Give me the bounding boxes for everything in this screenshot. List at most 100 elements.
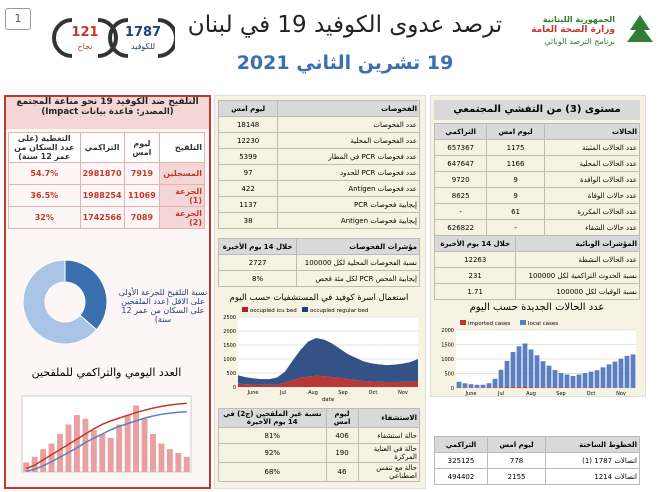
table: الفحوصات ليوم امس عدد الفحوصات 18148 عدد الف… [217, 100, 420, 229]
row: نسبة الحدوث التراكمية لكل 100000 231 [433, 267, 640, 284]
cell: 2981870 [79, 162, 125, 185]
legend-label: occupied icu bed [250, 308, 297, 314]
hotlines-table: الخطوط الساخنة ليوم امس التراكمي اتصالات 17… [434, 436, 640, 485]
chart-title: استعمال اسرة كوفيد في المستشفيات حسب الي… [229, 293, 409, 303]
row: عدد الحالات المثبتة 1175 657367 [433, 139, 641, 156]
column-header: نسبة غير الملقحين (ج2) في 14 يوم الأخيرة [218, 408, 327, 428]
page-number: 1 [5, 8, 31, 30]
cell: عدد الحالات المثبتة [543, 139, 641, 156]
plot-area [21, 395, 192, 473]
title: ترصد عدوى الكوفيد 19 في لبنان [187, 12, 503, 38]
x-tick-label: Oct [587, 391, 596, 397]
column-header: خلال 14 يوم الأخيرة [433, 235, 517, 252]
bar [504, 360, 510, 387]
y-tick-label: 0 [233, 385, 236, 391]
cell: 46 [325, 462, 359, 482]
bar [510, 352, 516, 387]
bar [492, 387, 498, 388]
column-header: الخطوط الساخنة [545, 436, 640, 453]
bar [141, 418, 148, 472]
cell: 61 [486, 203, 545, 220]
cell: إيجابية فحوصات Antigen [277, 212, 420, 229]
column-header: مؤشرات الفحوصات [296, 238, 420, 255]
cell: إيجابية فحوصات PCR [277, 196, 420, 213]
bar [516, 386, 522, 388]
row: حالة مع تنفس اصطناعي 46 68% [218, 462, 420, 482]
cell: 7919 [123, 162, 161, 185]
cell: 657367 [433, 139, 488, 156]
indicators-table: المؤشرات الوبائية خلال 14 يوم الأخيرة عدد … [433, 235, 640, 300]
badge-arc [97, 18, 118, 58]
date: 19 تشرين الثاني 2021 [236, 52, 454, 74]
x-tick-label: Jul [497, 391, 504, 397]
row: عدد الحالات النشطة 12263 [433, 251, 640, 268]
column-header: التراكمي [433, 123, 488, 140]
cell: 231 [433, 267, 517, 284]
column-header: ليوم امس [123, 132, 161, 163]
bar [99, 434, 106, 472]
legend-swatch [302, 307, 308, 312]
bar [510, 386, 516, 388]
hospital-chart: 0 500 1000 1500 2000 2500 June Jul Aug Sep Oct Nov o… [223, 307, 418, 403]
vaccination-header: التلقيح ضد الكوفيد 19 نحو مناعة المجتمع … [6, 97, 209, 129]
bar [564, 374, 570, 388]
legend-label: imported cases [468, 321, 510, 327]
cell: اتصالات 1214 [545, 468, 640, 485]
cell: حالة في العناية المركزة [357, 443, 420, 463]
vaccination-chart [21, 395, 192, 473]
cell: 2727 [217, 254, 298, 271]
cell: 12263 [433, 251, 517, 268]
cell: نسبة الوفيات لكل 100000 [515, 283, 640, 300]
bar [82, 418, 89, 472]
hospitalization-table: الاستشفاء ليوم امس نسبة غير الملقحين (ج2) … [218, 408, 420, 482]
row: عدد الحالات الوافدة 9 9720 [433, 171, 641, 188]
y-tick-label: 2000 [223, 329, 236, 335]
y-tick-label: 2500 [223, 315, 236, 321]
column-header: التراكمي [434, 436, 488, 453]
y-tick-label: 1500 [223, 343, 236, 349]
cell: 325125 [434, 452, 488, 469]
row: عدد الفحوصات 18148 [217, 116, 420, 133]
bar [504, 386, 510, 388]
bar [540, 361, 546, 388]
column-header: المؤشرات الوبائية [515, 235, 640, 252]
area [238, 375, 418, 387]
x-tick-label: Aug [308, 390, 318, 396]
column-header: ليوم امس [486, 436, 547, 453]
legend-label: occupied regular bed [310, 308, 368, 314]
x-tick-label: Aug [526, 391, 536, 397]
cell: عدد فحوصات Antigen [277, 180, 420, 197]
column-header: التراكمي [79, 132, 125, 163]
bar [552, 370, 558, 388]
cases-chart: 0 500 1000 1500 2000 June Jul Aug Sep Oct Nov impor… [441, 320, 636, 397]
y-tick-label: 0 [451, 386, 454, 392]
x-tick-label: Oct [369, 390, 378, 396]
cell: 1166 [486, 155, 545, 172]
cell: نسبة الحدوث التراكمية لكل 100000 [515, 267, 640, 284]
bar [116, 424, 123, 472]
bar [618, 358, 624, 388]
cell: 626822 [433, 219, 488, 236]
bar [65, 424, 72, 472]
y-tick-label: 500 [444, 372, 454, 378]
column-header: الحالات [543, 123, 641, 140]
legend-swatch [460, 320, 466, 325]
badge-label: للكوفيد [131, 42, 155, 51]
cell: 9 [486, 171, 545, 188]
header-row: التلقيح ليوم امس التراكمي التغطية (على عدد … [8, 132, 205, 163]
row: عدد حالات الشفاء -626822 [433, 219, 641, 236]
bar [73, 415, 80, 472]
y-tick-label: 1500 [441, 343, 454, 349]
bar [558, 372, 564, 388]
cell: عدد فحوصات PCR في المطار [277, 148, 420, 165]
column-header: التغطية (على عدد السكان من عمر 12 سنة) [8, 132, 81, 163]
badge-label: نجاح [78, 42, 93, 51]
x-tick-label: Jul [279, 390, 286, 396]
header-row: المؤشرات الوبائية خلال 14 يوم الأخيرة [433, 235, 640, 252]
table: الخطوط الساخنة ليوم امس التراكمي اتصالات 17… [434, 436, 640, 485]
bar [492, 378, 498, 388]
badge-arc [52, 18, 73, 58]
row: اتصالات 1214 2155 494402 [434, 468, 640, 485]
table: الحالات ليوم امس التراكمي عدد الحالات المثب… [433, 123, 641, 236]
